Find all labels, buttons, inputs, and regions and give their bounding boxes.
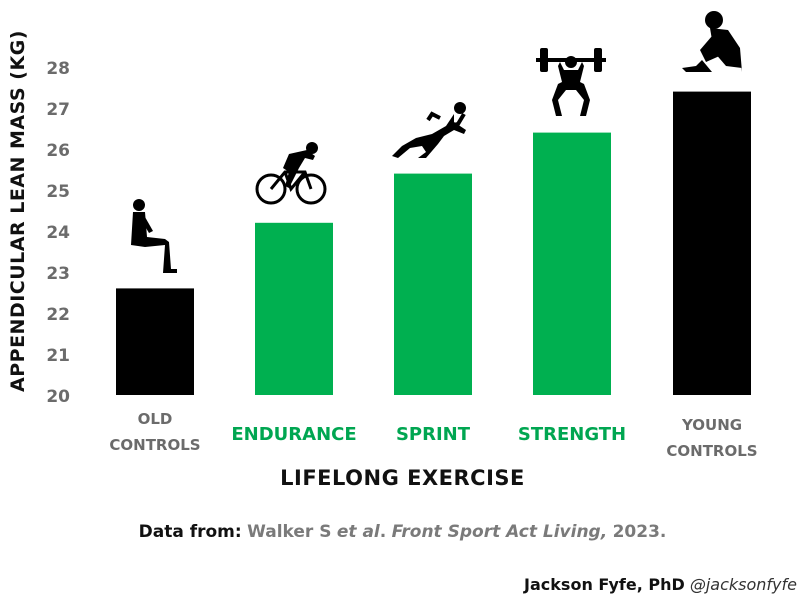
y-tick-label: 20: [46, 387, 70, 407]
category-label: SPRINT: [396, 424, 471, 445]
category-label: CONTROLS: [666, 442, 757, 460]
sitting-elderly-man-icon: [131, 199, 177, 273]
source-journal: Front Sport Act Living,: [391, 522, 608, 542]
bar: [533, 132, 611, 395]
bar-chart: 20 21 22 23 24 25 26 27 28 OLD CONTROLS ENDURANCE SP…: [46, 11, 758, 460]
x-axis-label: LIFELONG EXERCISE: [280, 466, 525, 490]
source-citation: Data from: Walker S et al. Front Sport A…: [0, 522, 805, 542]
category-label: STRENGTH: [518, 424, 626, 445]
y-tick-label: 25: [46, 182, 70, 202]
source-year: 2023.: [612, 522, 667, 542]
source-etal: et al: [336, 522, 380, 542]
source-dot: .: [379, 522, 387, 542]
source-prefix: Data from:: [138, 522, 242, 542]
bar: [394, 173, 472, 395]
y-tick-label: 22: [46, 305, 70, 325]
category-label: OLD: [138, 410, 173, 428]
category-label: CONTROLS: [109, 436, 200, 454]
author-credit: Jackson Fyfe, PhD @jacksonfyfe: [524, 575, 797, 594]
y-tick-label: 24: [46, 223, 70, 243]
weightlifter-icon: [536, 48, 606, 116]
bar: [255, 222, 333, 395]
y-axis-label: APPENDICULAR LEAN MASS (KG): [7, 30, 29, 392]
y-tick-label: 26: [46, 141, 70, 161]
credit-name: Jackson Fyfe, PhD: [524, 575, 685, 594]
cyclist-icon: [255, 142, 327, 205]
y-tick-label: 23: [46, 264, 70, 284]
y-tick-label: 21: [46, 346, 70, 366]
category-label: ENDURANCE: [231, 424, 356, 445]
sitting-young-man-icon: [682, 11, 742, 72]
y-tick-label: 27: [46, 100, 70, 120]
credit-handle: @jacksonfyfe: [689, 575, 797, 594]
category-label: YOUNG: [681, 416, 742, 434]
bar: [673, 91, 751, 395]
y-tick-label: 28: [46, 59, 70, 79]
sprinter-icon: [392, 102, 466, 158]
source-authors: Walker S: [247, 522, 332, 542]
bar: [116, 288, 194, 395]
